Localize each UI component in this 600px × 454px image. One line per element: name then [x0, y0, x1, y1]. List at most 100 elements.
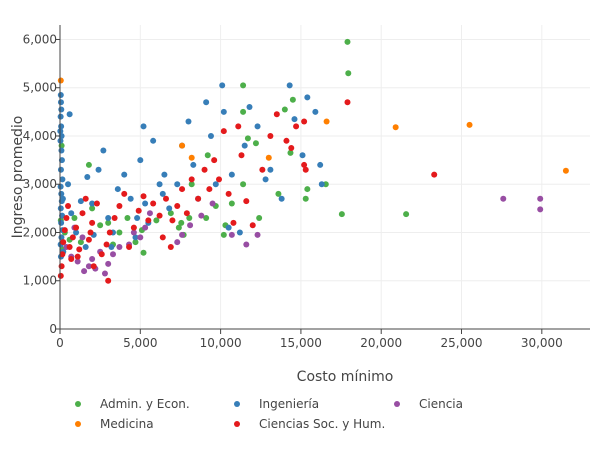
data-point	[97, 222, 104, 229]
data-point	[201, 166, 208, 173]
data-point	[89, 219, 96, 226]
data-point	[95, 166, 102, 173]
data-point	[281, 106, 288, 113]
y-tick-label: 5,000	[23, 81, 57, 95]
data-point	[90, 263, 97, 270]
data-point	[323, 118, 330, 125]
data-point	[57, 91, 64, 98]
x-tick-label: 25,000	[441, 336, 483, 350]
data-point	[130, 224, 137, 231]
data-point	[142, 224, 149, 231]
data-point	[299, 152, 306, 159]
data-point	[66, 111, 73, 118]
axes: 0 5,000 10,000 15,000 20,000 25,000 30,000 0 1,0…	[23, 25, 590, 350]
data-point	[537, 206, 544, 213]
legend-marker	[234, 421, 240, 427]
data-point	[317, 161, 324, 168]
data-point	[85, 236, 92, 243]
data-point	[69, 234, 76, 241]
data-point	[77, 198, 84, 205]
data-point	[57, 272, 64, 279]
data-point	[84, 174, 91, 180]
data-point	[167, 243, 174, 250]
data-point	[225, 224, 232, 231]
data-point	[220, 231, 227, 238]
legend-item: Ciencias Soc. y Hum.	[234, 417, 385, 431]
data-point	[262, 176, 269, 183]
data-point	[57, 205, 64, 212]
data-point	[466, 121, 473, 128]
data-point	[159, 234, 166, 241]
data-point	[188, 176, 195, 183]
legend-item: Medicina	[75, 417, 154, 431]
data-point	[73, 229, 80, 236]
data-point	[89, 200, 96, 207]
data-point	[59, 195, 66, 202]
data-point	[101, 270, 108, 277]
data-point	[338, 211, 345, 218]
data-point	[73, 224, 80, 231]
data-point	[132, 234, 139, 241]
data-point	[93, 200, 100, 207]
data-point	[562, 167, 569, 174]
legend-marker	[75, 421, 81, 427]
data-point	[57, 166, 64, 173]
data-point	[267, 132, 274, 139]
data-point	[74, 258, 81, 265]
data-point	[100, 147, 107, 154]
data-point	[228, 231, 235, 238]
data-point	[206, 186, 213, 193]
data-point	[243, 241, 250, 248]
data-point	[77, 239, 84, 246]
data-point	[114, 186, 121, 193]
data-point	[60, 239, 67, 246]
data-point	[85, 161, 92, 168]
data-point	[241, 142, 248, 149]
data-point	[207, 132, 214, 139]
data-point	[65, 202, 72, 209]
data-point	[79, 234, 86, 241]
x-tick-label: 30,000	[521, 336, 563, 350]
data-point	[185, 118, 192, 125]
data-point	[203, 99, 210, 106]
data-point	[140, 123, 147, 130]
data-point	[188, 181, 195, 188]
legend-label: Ciencias Soc. y Hum.	[259, 417, 385, 431]
data-point	[156, 212, 163, 219]
data-point	[63, 215, 70, 222]
data-point	[267, 166, 274, 173]
data-point	[153, 217, 160, 224]
data-point	[431, 171, 438, 178]
data-point	[124, 215, 131, 222]
data-point	[58, 147, 65, 154]
data-point	[134, 215, 141, 222]
data-point	[116, 229, 123, 236]
data-point	[240, 181, 247, 188]
x-tick-label: 10,000	[200, 336, 242, 350]
data-point	[392, 124, 399, 131]
data-point	[58, 106, 65, 113]
data-point	[169, 217, 176, 224]
legend-label: Admin. y Econ.	[100, 397, 190, 411]
data-point	[68, 210, 75, 217]
data-point	[273, 111, 280, 118]
data-point	[178, 219, 185, 226]
data-point	[225, 190, 232, 197]
data-point	[301, 118, 308, 125]
x-tick-label: 5,000	[123, 336, 157, 350]
data-point	[57, 77, 64, 84]
data-point	[179, 142, 186, 149]
data-point	[236, 229, 243, 236]
data-point	[304, 186, 311, 193]
data-point	[301, 161, 308, 168]
x-tick-label: 0	[56, 336, 64, 350]
data-point	[61, 227, 68, 234]
data-point	[59, 251, 66, 258]
data-point	[254, 123, 261, 130]
data-point	[537, 195, 544, 202]
data-point	[127, 195, 134, 202]
data-point	[150, 137, 157, 144]
data-point	[79, 210, 86, 217]
data-point	[71, 215, 78, 222]
